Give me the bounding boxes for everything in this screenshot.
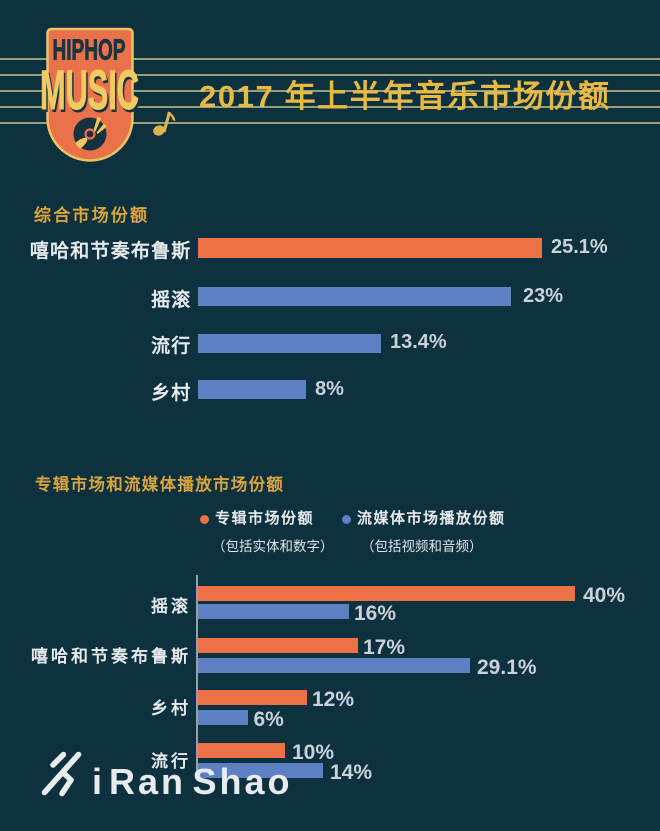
svg-text:HIPHOP: HIPHOP (53, 35, 126, 67)
svg-text:i: i (92, 761, 102, 802)
svg-text:MUSIC: MUSIC (40, 58, 139, 121)
svg-text:Ran: Ran (109, 761, 186, 802)
svg-text:Shao: Shao (193, 761, 293, 802)
svg-text:MUSIC: MUSIC (42, 61, 141, 124)
